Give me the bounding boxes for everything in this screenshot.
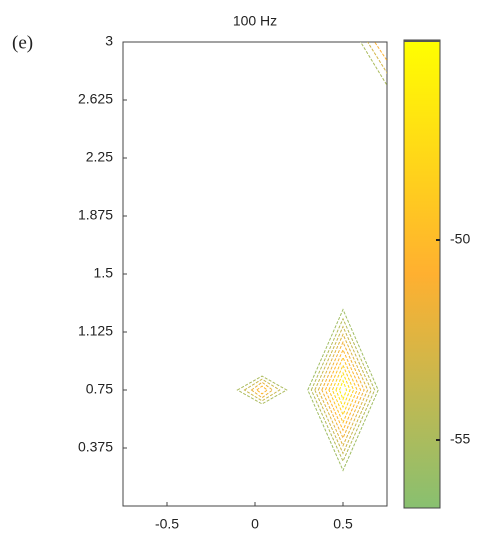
panel-label: (e) [12, 32, 33, 53]
y-tick-label: 3 [105, 33, 113, 49]
contour-line [314, 325, 372, 455]
y-tick-label: 2.25 [86, 149, 113, 165]
contour-line [321, 340, 365, 440]
contour-line [324, 348, 362, 432]
contour-group [236, 42, 387, 472]
contour-line [307, 308, 379, 472]
y-tick-label: 0.375 [78, 439, 113, 455]
contour-line [317, 333, 369, 447]
y-tick-label: 1.5 [94, 265, 114, 281]
x-tick-label: 0.5 [333, 516, 353, 532]
colorbar [403, 39, 441, 509]
colorbar-tick-label: -55 [450, 431, 470, 447]
y-tick-label: 1.125 [78, 323, 113, 339]
contour-line [328, 356, 358, 424]
contour-line [367, 42, 387, 74]
y-tick-label: 2.625 [78, 91, 113, 107]
contour-line [335, 371, 351, 409]
colorbar-top [404, 40, 440, 42]
contour-line [374, 42, 387, 62]
contour-line [243, 378, 281, 402]
y-tick-label: 1.875 [78, 207, 113, 223]
contour-line [338, 379, 348, 401]
x-tick-label: 0 [251, 516, 259, 532]
contour-line [236, 375, 288, 405]
chart-title: 100 Hz [233, 13, 277, 29]
plot-area [122, 41, 388, 507]
contour-line [360, 42, 387, 87]
y-tick-label: 0.75 [86, 381, 113, 397]
colorbar-tick-label: -50 [450, 231, 470, 247]
x-tick-label: -0.5 [155, 516, 179, 532]
contour-line [310, 317, 376, 463]
